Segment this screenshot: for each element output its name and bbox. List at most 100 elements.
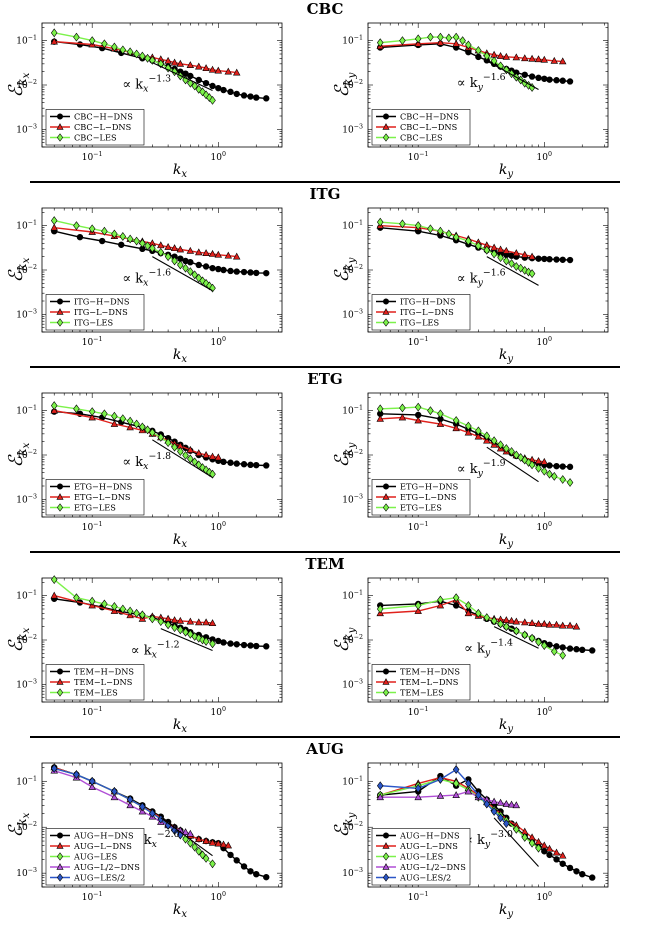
data-point xyxy=(437,32,444,42)
slope-reference-line xyxy=(493,817,539,867)
data-point xyxy=(191,81,198,91)
data-point xyxy=(521,250,529,258)
data-point xyxy=(465,236,472,246)
data-point xyxy=(437,774,444,784)
legend-label: ITG−L−DNS xyxy=(74,307,128,317)
data-point xyxy=(559,860,566,867)
data-point xyxy=(202,450,210,458)
section-title: TEM xyxy=(305,555,344,573)
data-point xyxy=(88,782,96,790)
data-point xyxy=(253,642,260,650)
y-axis-label: ℰky xyxy=(331,72,358,97)
x-axis-label: ky xyxy=(499,717,513,735)
legend-marker xyxy=(56,113,64,120)
legend-marker xyxy=(382,863,390,870)
data-point xyxy=(110,419,119,427)
legend-label: ITG−LES xyxy=(400,318,440,328)
data-point xyxy=(528,633,536,643)
data-point xyxy=(503,622,510,632)
y-tick-label: 10−1 xyxy=(16,405,37,417)
data-point xyxy=(157,59,165,69)
y-axis-label: ℰkx xyxy=(5,442,32,467)
y-tick-label: 10−2 xyxy=(16,79,37,91)
data-point xyxy=(224,841,233,849)
data-point xyxy=(528,619,536,626)
data-point xyxy=(414,601,422,610)
y-tick-label: 10−1 xyxy=(342,775,363,787)
data-point xyxy=(540,619,549,627)
data-point xyxy=(376,217,384,227)
data-point xyxy=(483,431,491,441)
x-tick-label: 10−1 xyxy=(82,151,103,163)
data-point xyxy=(558,621,567,629)
legend-label: AUG−LES/2 xyxy=(73,873,125,883)
data-point xyxy=(263,462,270,469)
data-point xyxy=(50,28,58,38)
chart-panel: 10−1 100 10−3 10−2 10−1 ky ℰky ∝ ky−3.0 AUG−H−DN… xyxy=(331,762,609,920)
legend-label: ITG−H−DNS xyxy=(400,297,456,307)
legend-marker xyxy=(56,483,64,490)
data-point xyxy=(101,409,108,419)
data-point xyxy=(553,77,560,84)
data-point xyxy=(496,52,505,59)
data-point xyxy=(427,224,434,234)
y-tick-label: 10−3 xyxy=(342,493,363,505)
data-point xyxy=(558,851,567,859)
data-point xyxy=(119,232,127,241)
data-point xyxy=(573,646,580,653)
legend-label: AUG−L−DNS xyxy=(73,841,132,851)
data-point xyxy=(187,629,194,639)
data-point xyxy=(559,77,566,84)
data-point xyxy=(540,841,549,849)
y-tick-label: 10−1 xyxy=(342,405,363,417)
data-point xyxy=(240,268,248,276)
y-tick-label: 10−2 xyxy=(342,449,363,461)
data-point xyxy=(452,32,460,42)
y-tick-label: 10−2 xyxy=(342,79,363,91)
x-tick-label: 10−1 xyxy=(82,521,103,533)
data-point xyxy=(195,449,203,457)
legend-marker xyxy=(382,668,390,675)
data-point xyxy=(502,246,511,254)
data-point xyxy=(247,269,254,276)
legend-marker xyxy=(56,668,64,675)
data-point xyxy=(497,440,504,450)
y-tick-label: 10−2 xyxy=(342,264,363,276)
data-point xyxy=(215,84,222,92)
data-point xyxy=(528,269,536,279)
legend-marker xyxy=(382,133,390,142)
legend-marker xyxy=(56,873,64,882)
data-point xyxy=(414,221,422,231)
data-point xyxy=(528,460,536,470)
data-point xyxy=(502,52,511,60)
data-point xyxy=(232,68,241,76)
data-point xyxy=(50,575,58,585)
slope-reference-line xyxy=(160,628,213,651)
data-point xyxy=(233,641,240,648)
data-point xyxy=(475,608,482,618)
slope-reference-line xyxy=(152,439,213,479)
legend-label: ETG−H−DNS xyxy=(74,482,133,492)
legend-label: ETG−L−DNS xyxy=(74,492,131,502)
chart-panel: 10−1 100 10−3 10−2 10−1 ky ℰky ∝ ky−1.9 ETG−H−DN… xyxy=(331,392,609,550)
data-point xyxy=(50,216,58,226)
data-point xyxy=(76,233,84,241)
data-point xyxy=(149,614,156,624)
y-axis-label: ℰky xyxy=(331,812,358,837)
legend-marker xyxy=(56,678,64,685)
data-point xyxy=(475,241,482,251)
slope-annotation: ∝ ky−1.6 xyxy=(457,268,506,289)
data-point xyxy=(219,840,228,848)
data-point xyxy=(263,643,270,650)
data-point xyxy=(50,401,58,411)
y-tick-label: 10−3 xyxy=(16,867,37,879)
data-point xyxy=(208,838,217,846)
legend-label: TEM−L−DNS xyxy=(74,677,133,687)
data-point xyxy=(88,36,96,46)
data-point xyxy=(186,445,195,453)
data-point xyxy=(233,460,240,467)
data-point xyxy=(202,79,210,87)
data-point xyxy=(101,599,108,609)
x-tick-label: 100 xyxy=(537,151,552,163)
legend-marker xyxy=(382,113,390,120)
